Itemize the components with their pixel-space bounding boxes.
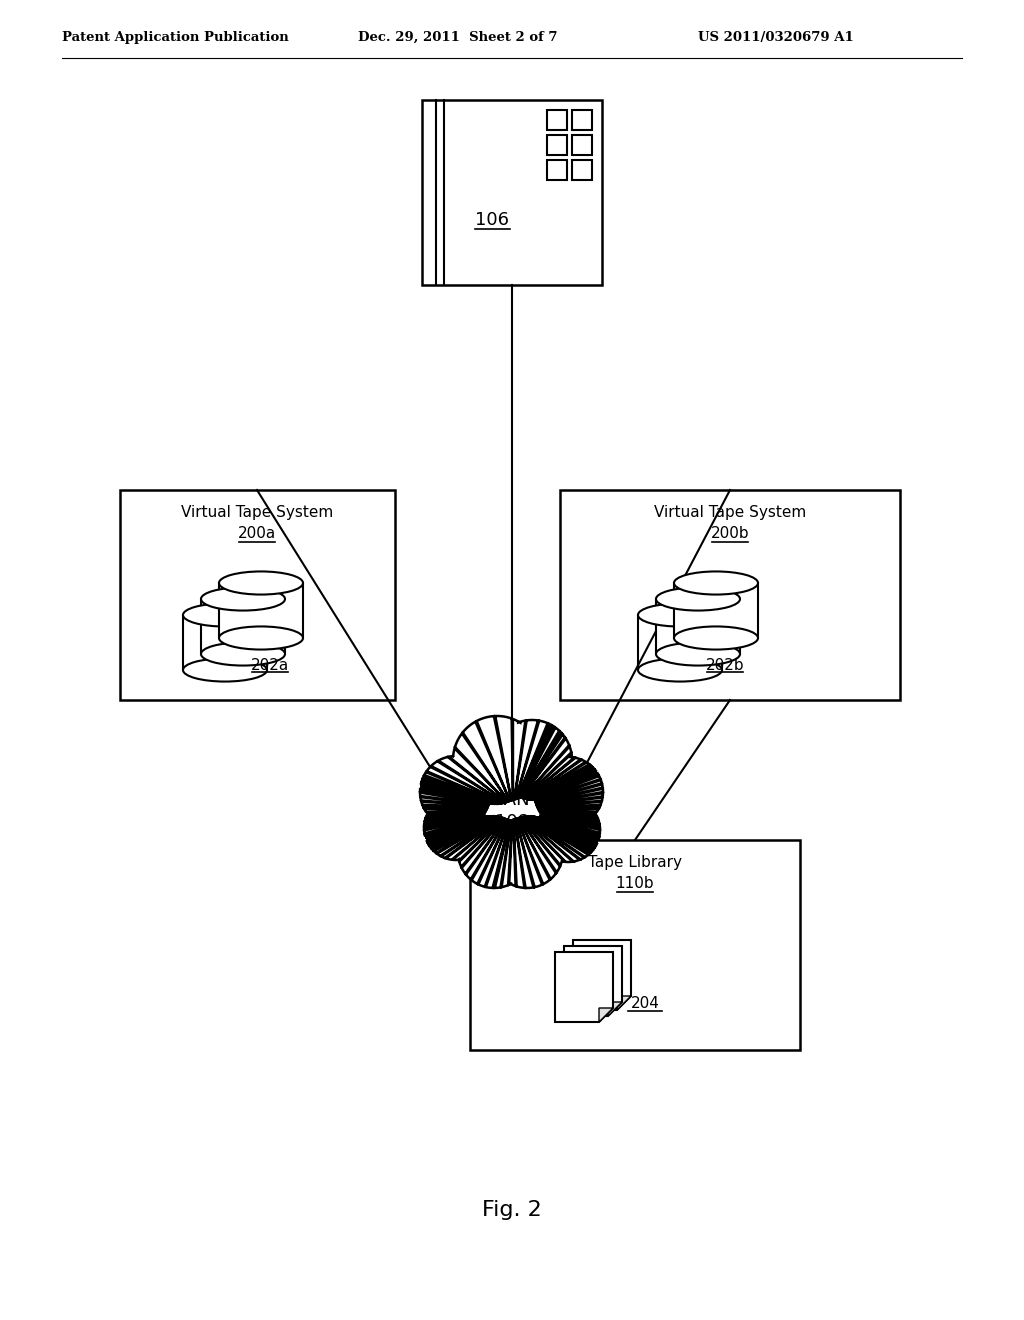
Text: 110b: 110b	[615, 876, 654, 891]
Text: Dec. 29, 2011  Sheet 2 of 7: Dec. 29, 2011 Sheet 2 of 7	[358, 30, 557, 44]
Bar	[470, 840, 800, 1049]
Bar	[219, 583, 303, 638]
Text: 200a: 200a	[238, 527, 276, 541]
Bar	[547, 135, 567, 154]
Bar	[572, 160, 592, 180]
Ellipse shape	[183, 659, 267, 681]
Polygon shape	[564, 946, 622, 1016]
Text: 108: 108	[495, 813, 529, 832]
Ellipse shape	[656, 587, 740, 611]
Bar	[422, 100, 602, 285]
Bar	[201, 599, 285, 653]
Text: 204: 204	[631, 997, 659, 1011]
Bar	[572, 110, 592, 129]
Ellipse shape	[638, 659, 722, 681]
Bar	[183, 615, 267, 671]
Ellipse shape	[656, 643, 740, 665]
Ellipse shape	[674, 572, 758, 594]
Polygon shape	[599, 1008, 613, 1022]
Text: Fig. 2: Fig. 2	[482, 1200, 542, 1220]
Text: US 2011/0320679 A1: US 2011/0320679 A1	[698, 30, 854, 44]
Text: 200b: 200b	[711, 527, 750, 541]
Bar	[638, 615, 722, 671]
Bar	[120, 490, 395, 700]
Bar	[572, 135, 592, 154]
Ellipse shape	[674, 627, 758, 649]
Bar	[547, 110, 567, 129]
Text: 202a: 202a	[251, 657, 289, 672]
Polygon shape	[608, 1002, 622, 1016]
Text: 202b: 202b	[706, 657, 744, 672]
Polygon shape	[555, 952, 613, 1022]
Polygon shape	[573, 940, 631, 1010]
Text: Virtual Tape System: Virtual Tape System	[654, 504, 806, 520]
Bar	[674, 583, 758, 638]
Ellipse shape	[638, 603, 722, 627]
Bar	[656, 599, 740, 653]
Ellipse shape	[183, 603, 267, 627]
Bar	[547, 160, 567, 180]
Text: 106: 106	[475, 211, 509, 228]
Text: SAN: SAN	[494, 791, 530, 809]
Text: Tape Library: Tape Library	[588, 854, 682, 870]
Ellipse shape	[219, 572, 303, 594]
Ellipse shape	[201, 587, 285, 611]
Bar	[560, 490, 900, 700]
Polygon shape	[617, 997, 631, 1010]
Ellipse shape	[219, 627, 303, 649]
Ellipse shape	[201, 643, 285, 665]
Text: Virtual Tape System: Virtual Tape System	[181, 504, 333, 520]
Text: Patent Application Publication: Patent Application Publication	[62, 30, 289, 44]
Polygon shape	[420, 715, 603, 888]
